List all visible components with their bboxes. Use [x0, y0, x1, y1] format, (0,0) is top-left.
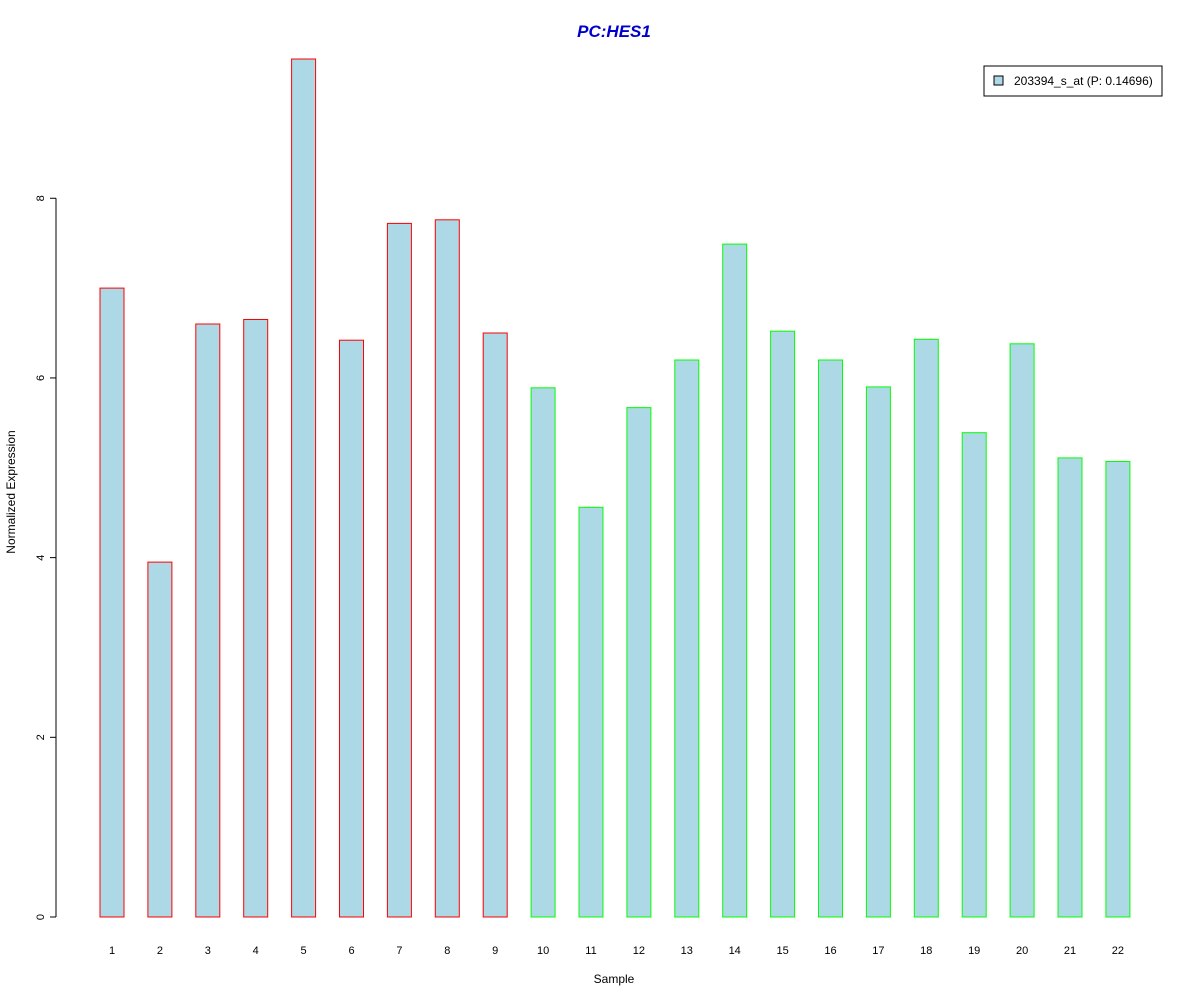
x-tick-label: 17 — [872, 945, 884, 957]
x-tick-label: 12 — [633, 945, 645, 957]
y-axis: 0 2 4 6 8 — [35, 195, 57, 920]
x-tick-label: 19 — [968, 945, 980, 957]
y-tick-label: 8 — [35, 195, 47, 201]
x-tick-label: 6 — [348, 945, 354, 957]
bar-sample-1 — [99, 287, 125, 918]
x-tick-label: 20 — [1016, 945, 1028, 957]
x-tick-label: 5 — [301, 945, 307, 957]
bar-sample-2 — [147, 561, 173, 918]
y-tick-label: 4 — [35, 555, 47, 561]
bar-sample-8 — [434, 219, 460, 918]
x-tick-label: 22 — [1112, 945, 1124, 957]
bars-group — [99, 58, 1131, 918]
bar-sample-7 — [386, 222, 412, 918]
y-tick-label: 2 — [35, 734, 47, 740]
x-tick-label: 10 — [537, 945, 549, 957]
bar-sample-11 — [578, 506, 604, 918]
legend-box — [983, 65, 1163, 97]
y-axis-title: Normalized Expression — [4, 430, 18, 553]
bar-sample-17 — [865, 386, 891, 918]
x-tick-label: 11 — [585, 945, 596, 957]
bar-sample-3 — [195, 323, 221, 918]
bar-sample-15 — [770, 330, 796, 918]
bar-sample-14 — [722, 243, 748, 918]
bar-sample-21 — [1057, 457, 1083, 918]
x-tick-label: 16 — [824, 945, 836, 957]
bar-sample-6 — [339, 339, 364, 918]
bar-sample-13 — [674, 359, 700, 918]
bar-sample-9 — [482, 332, 508, 918]
x-tick-label: 15 — [776, 945, 788, 957]
y-tick-label: 0 — [35, 914, 47, 920]
x-tick-label: 8 — [444, 945, 450, 957]
x-tick-label: 21 — [1064, 945, 1076, 957]
bar-sample-18 — [913, 338, 939, 918]
bar-sample-12 — [626, 407, 652, 918]
bar-sample-4 — [243, 319, 269, 918]
bar-sample-22 — [1105, 461, 1131, 918]
x-tick-label: 9 — [492, 945, 498, 957]
x-tick-label: 7 — [396, 945, 402, 957]
legend: 203394_s_at (P: 0.14696) — [983, 65, 1163, 97]
x-tick-label: 13 — [681, 945, 693, 957]
x-tick-label: 1 — [109, 945, 115, 957]
bar-sample-5 — [291, 58, 317, 918]
legend-swatch — [993, 75, 1004, 86]
legend-label: 203394_s_at (P: 0.14696) — [1014, 74, 1153, 88]
x-axis-title: Sample — [594, 972, 635, 986]
x-tick-label: 3 — [205, 945, 211, 957]
chart-title: PC:HES1 — [577, 22, 651, 41]
bar-sample-19 — [961, 432, 987, 918]
bar-sample-20 — [1009, 343, 1035, 918]
x-tick-label: 4 — [253, 945, 259, 957]
y-tick-label: 6 — [35, 375, 47, 381]
x-tick-labels: 1 2 3 4 5 6 7 8 9 10 11 12 13 14 15 16 17 18 19 20 21 22 — [109, 945, 1124, 957]
x-tick-label: 14 — [729, 945, 741, 957]
bar-sample-16 — [818, 359, 843, 918]
bar-sample-10 — [530, 387, 556, 918]
x-tick-label: 18 — [920, 945, 932, 957]
x-tick-label: 2 — [157, 945, 163, 957]
